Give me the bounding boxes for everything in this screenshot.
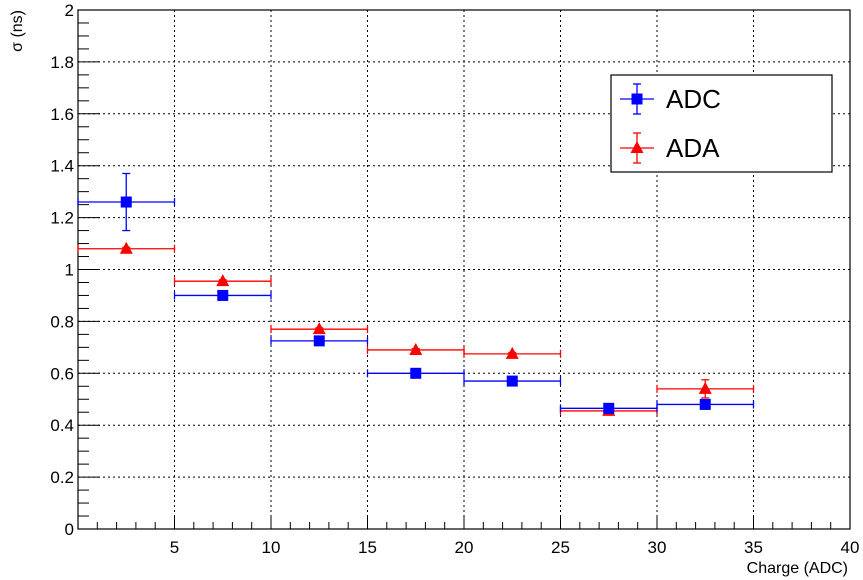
ada-point (77, 241, 176, 254)
y-tick-label: 1.6 (50, 105, 74, 124)
y-tick-label: 1 (65, 261, 74, 280)
adc-marker (217, 289, 229, 301)
adc-point (270, 335, 369, 347)
x-tick-label: 40 (841, 538, 860, 557)
adc-point (366, 367, 465, 379)
ada-marker (698, 381, 712, 394)
tick-labels: 5 10 15 20 25 30 35 40 0 0.2 0.4 0.6 0.8 1 1.2 1.4 1.6 1.… (50, 1, 859, 557)
legend: ADC ADA (610, 74, 833, 173)
y-tick-label: 1.4 (50, 157, 74, 176)
ada-point (656, 379, 755, 399)
ada-point (463, 346, 562, 359)
adc-point (463, 375, 562, 387)
y-tick-label: 0.2 (50, 468, 74, 487)
ada-marker (119, 241, 133, 254)
legend-label: ADA (666, 133, 720, 163)
adc-point (173, 289, 272, 301)
adc-marker (699, 398, 711, 410)
x-tick-label: 35 (744, 538, 763, 557)
y-tick-label: 0 (65, 520, 74, 539)
adc-point (77, 172, 176, 232)
adc-point (656, 398, 755, 410)
ada-marker (409, 342, 423, 355)
x-tick-label: 5 (170, 538, 179, 557)
adc-marker (603, 402, 615, 414)
x-tick-label: 25 (551, 538, 570, 557)
legend-entry-adc: ADC (620, 83, 721, 115)
y-axis-title: σ (ns) (9, 10, 26, 52)
legend-label: ADC (666, 84, 721, 114)
adc-point (559, 402, 658, 414)
y-tick-label: 1.8 (50, 53, 74, 72)
adc-marker (313, 335, 325, 347)
data-series (77, 172, 755, 416)
x-tick-label: 10 (262, 538, 281, 557)
ada-marker (505, 346, 519, 359)
x-tick-label: 15 (358, 538, 377, 557)
x-tick-label: 30 (648, 538, 667, 557)
adc-marker (506, 375, 518, 387)
legend-marker (630, 141, 644, 153)
y-tick-label: 2 (65, 1, 74, 20)
y-tick-label: 0.8 (50, 312, 74, 331)
ada-point (173, 274, 272, 287)
x-axis-title: Charge (ADC) (747, 560, 848, 577)
adc-marker (120, 196, 132, 208)
legend-entry-ada: ADA (620, 132, 720, 164)
ada-marker (312, 322, 326, 335)
axis-ticks (78, 9, 851, 530)
legend-marker (631, 93, 643, 105)
y-tick-label: 0.6 (50, 364, 74, 383)
ada-marker (216, 274, 230, 287)
y-tick-label: 0.4 (50, 416, 74, 435)
legend-box (610, 74, 833, 173)
y-tick-label: 1.2 (50, 209, 74, 228)
series-adc (77, 172, 755, 414)
x-tick-label: 20 (455, 538, 474, 557)
ada-point (270, 322, 369, 335)
adc-marker (410, 367, 422, 379)
